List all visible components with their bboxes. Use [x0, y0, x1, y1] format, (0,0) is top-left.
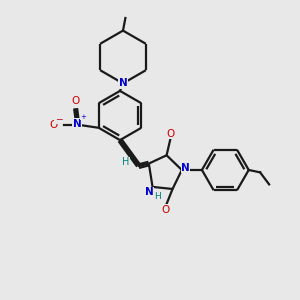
Text: −: −	[55, 114, 62, 123]
Text: O: O	[161, 205, 169, 215]
Text: O: O	[50, 120, 58, 130]
Text: H: H	[122, 157, 130, 167]
Text: N: N	[181, 163, 190, 172]
Text: O: O	[167, 129, 175, 139]
Text: N: N	[145, 187, 154, 197]
Text: +: +	[81, 114, 87, 120]
Text: H: H	[154, 192, 161, 201]
Text: N: N	[118, 78, 127, 88]
Text: N: N	[73, 118, 82, 129]
Text: O: O	[71, 96, 80, 106]
